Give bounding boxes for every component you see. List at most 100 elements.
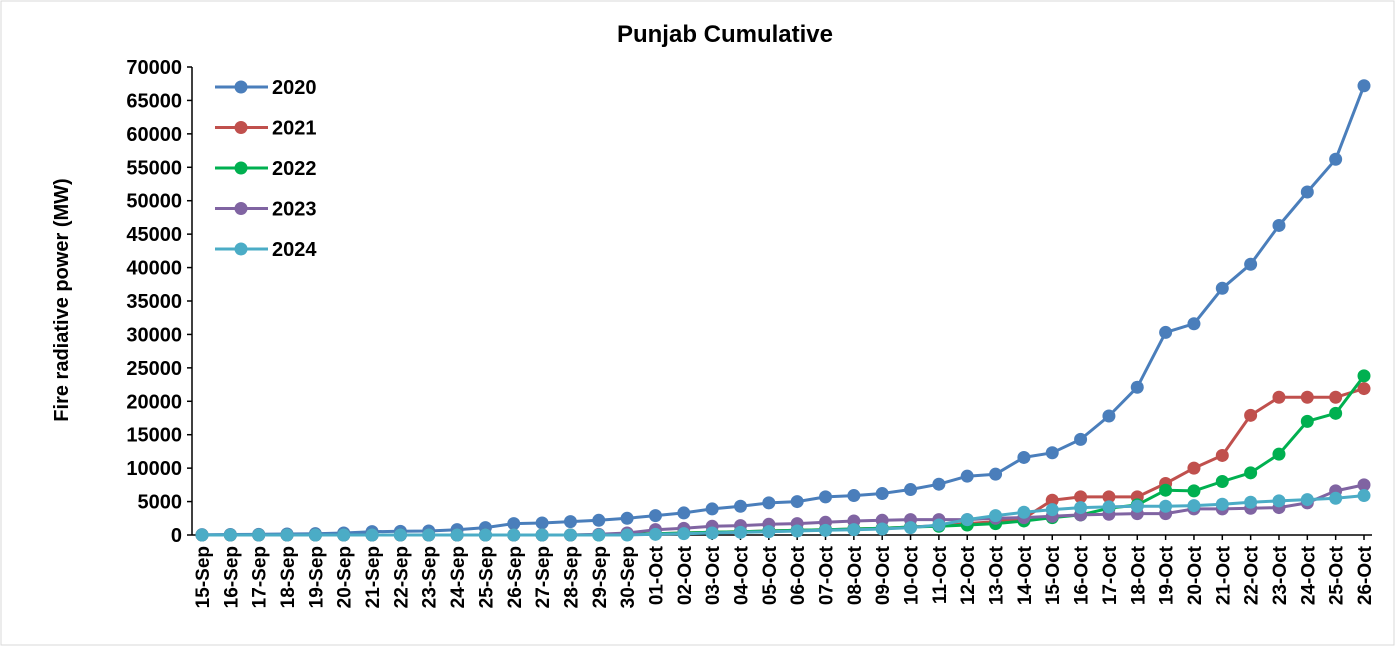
data-point-2020 [535,516,549,530]
data-point-2022 [1329,406,1343,420]
data-point-2024 [478,528,492,542]
x-tick-label: 25-Sep [476,546,497,608]
y-tick-label: 5000 [138,492,183,514]
data-point-2024 [932,518,946,532]
data-point-2024 [337,528,351,542]
legend-marker [234,242,248,256]
data-point-2020 [648,509,662,523]
legend-marker [234,202,248,215]
data-point-2021 [1357,382,1371,396]
data-point-2020 [1329,152,1343,166]
data-point-2021 [1074,490,1088,504]
x-tick-label: 30-Sep [618,546,639,608]
x-tick-label: 25-Oct [1327,545,1348,605]
data-point-2022 [1300,414,1314,428]
data-point-2021 [1300,390,1314,404]
data-point-2020 [904,483,918,497]
data-point-2024 [1045,503,1059,517]
x-tick-label: 24-Oct [1298,545,1319,605]
x-tick-label: 07-Oct [817,545,838,605]
data-point-2020 [1159,325,1173,339]
data-point-2024 [1187,499,1201,513]
data-point-2024 [1017,505,1031,519]
data-point-2024 [195,528,209,542]
data-point-2024 [648,527,662,541]
x-tick-label: 14-Oct [1015,545,1036,605]
data-point-2020 [790,495,804,509]
data-point-2024 [280,528,294,542]
data-point-2024 [1215,497,1229,511]
legend-label: 2020 [272,77,317,99]
data-point-2022 [1244,466,1258,480]
x-tick-label: 26-Sep [505,546,526,608]
x-tick-label: 23-Sep [420,546,441,608]
data-point-2020 [563,515,577,529]
data-point-2020 [1045,446,1059,460]
legend: 2020 2021 2022 2023 2024 [215,77,317,261]
x-tick-label: 06-Oct [788,545,809,605]
x-tick-label: 26-Oct [1355,545,1376,605]
data-point-2020 [507,517,521,531]
x-tick-label: 19-Oct [1157,545,1178,605]
x-tick-label: 13-Oct [987,545,1008,605]
data-point-2024 [620,528,634,542]
data-point-2020 [620,511,634,525]
data-point-2024 [904,521,918,535]
y-tick-label: 50000 [126,191,182,213]
data-point-2024 [1102,500,1116,514]
data-point-2020 [1300,185,1314,199]
axes: 0 5000 10000 15000 20000 25000 30000 35000 40000… [126,57,1376,608]
data-point-2020 [592,513,606,527]
data-point-2024 [1130,499,1144,513]
data-point-2021 [1215,448,1229,462]
x-tick-label: 19-Sep [306,546,327,608]
data-point-2020 [1074,432,1088,446]
data-point-2024 [450,528,464,542]
x-tick-label: 15-Oct [1043,545,1064,605]
y-tick-label: 35000 [126,291,182,313]
x-tick-label: 01-Oct [646,545,667,605]
legend-label: 2024 [272,239,317,261]
data-point-2024 [422,528,436,542]
data-point-2020 [1102,409,1116,423]
data-point-2024 [1329,491,1343,505]
data-point-2020 [1272,218,1286,232]
y-tick-label: 20000 [126,391,182,413]
y-tick-label: 25000 [126,358,182,380]
data-point-2021 [1329,390,1343,404]
data-point-2024 [733,525,747,539]
data-point-2024 [960,513,974,527]
data-point-2024 [1357,489,1371,503]
x-tick-label: 12-Oct [958,545,979,605]
legend-marker [234,161,248,175]
data-point-2024 [1074,501,1088,515]
data-point-2024 [1272,494,1286,508]
data-point-2024 [1159,499,1173,513]
legend-item-2024: 2024 [215,239,317,261]
x-tick-label: 10-Oct [902,545,923,605]
x-tick-label: 05-Oct [760,545,781,605]
data-point-2024 [762,525,776,539]
data-point-2024 [1244,495,1258,509]
x-tick-label: 28-Sep [561,546,582,608]
y-tick-label: 70000 [126,57,182,79]
x-tick-label: 16-Oct [1072,545,1093,605]
x-tick-label: 20-Oct [1185,545,1206,605]
x-tick-label: 15-Sep [193,546,214,608]
x-tick-label: 02-Oct [675,545,696,605]
data-point-2024 [535,528,549,542]
data-point-2021 [1045,493,1059,507]
data-point-2020 [989,467,1003,481]
legend-item-2023: 2023 [215,199,317,221]
data-point-2023 [1357,478,1371,492]
y-tick-label: 40000 [126,258,182,280]
data-point-2024 [592,528,606,542]
data-point-2024 [563,528,577,542]
y-tick-label: 10000 [126,458,182,480]
y-tick-label: 15000 [126,425,182,447]
data-point-2024 [223,528,237,542]
data-point-2024 [989,509,1003,523]
x-tick-label: 17-Sep [250,546,271,608]
